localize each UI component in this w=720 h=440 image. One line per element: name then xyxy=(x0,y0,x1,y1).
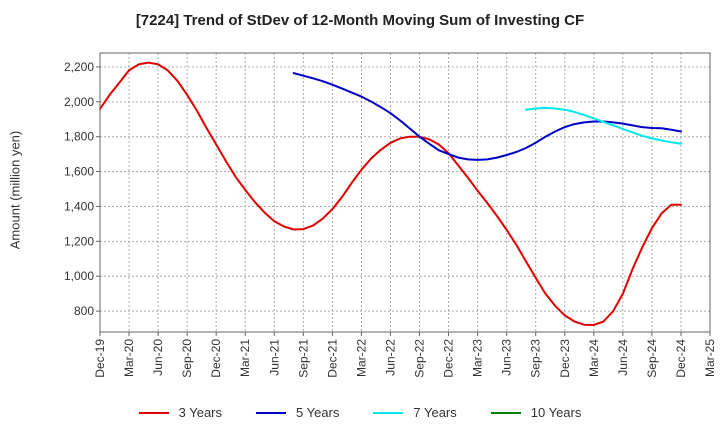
legend-swatch xyxy=(373,411,404,414)
x-tick-label: Mar-24 xyxy=(587,339,601,377)
x-tick-label: Sep-23 xyxy=(529,339,543,378)
x-tick-label: Sep-24 xyxy=(645,339,659,378)
plot-frame xyxy=(99,52,711,333)
series-line-5-years xyxy=(292,72,682,161)
x-tick-label: Mar-25 xyxy=(703,339,717,377)
legend-swatch xyxy=(490,411,521,414)
legend-label: 3 Years xyxy=(178,405,222,420)
legend-swatch xyxy=(256,411,286,414)
y-tick-label: 2,000 xyxy=(64,95,94,109)
legend-item: 3 Years xyxy=(138,405,222,420)
x-tick-label: Sep-21 xyxy=(296,339,310,378)
y-tick-label: 1,600 xyxy=(64,165,94,179)
x-tick-label: Mar-22 xyxy=(354,339,368,377)
x-tick-label: Sep-22 xyxy=(413,339,427,378)
y-tick-label: 1,200 xyxy=(64,234,94,248)
x-tick-label: Jun-20 xyxy=(151,339,165,376)
x-tick-label: Jun-24 xyxy=(616,339,630,376)
x-tick-label: Jun-21 xyxy=(267,339,281,376)
x-tick-label: Dec-19 xyxy=(93,339,107,378)
x-tick-label: Dec-20 xyxy=(209,339,223,378)
y-tick-label: 1,000 xyxy=(64,269,94,283)
series-line-7-years xyxy=(525,106,682,145)
x-tick-label: Jun-22 xyxy=(383,339,397,376)
legend-item: 7 Years xyxy=(373,405,457,420)
x-tick-label: Mar-20 xyxy=(122,339,136,377)
x-tick-label: Mar-23 xyxy=(471,339,485,377)
y-tick-label: 800 xyxy=(74,304,94,318)
x-tick-label: Dec-24 xyxy=(674,339,688,378)
legend-item: 10 Years xyxy=(490,405,582,420)
series-lines xyxy=(99,61,682,326)
x-tick-labels: Dec-19 Mar-20 Jun-20 Sep-20 Dec-20 Mar-21 Jun-… xyxy=(93,339,717,378)
x-tick-label: Mar-21 xyxy=(238,339,252,377)
legend-label: 5 Years xyxy=(296,405,340,420)
x-tick-label: Dec-23 xyxy=(558,339,572,378)
x-tick-label: Sep-20 xyxy=(180,339,194,378)
y-tick-label: 1,400 xyxy=(64,199,94,213)
chart-title: [7224] Trend of StDev of 12-Month Moving… xyxy=(135,12,585,29)
legend-label: 7 Years xyxy=(413,405,457,420)
y-tick-label: 1,800 xyxy=(64,130,94,144)
y-tick-label: 2,200 xyxy=(64,60,94,74)
legend-item: 5 Years xyxy=(256,405,339,420)
series-line-3-years xyxy=(99,61,682,326)
x-tick-label: Dec-22 xyxy=(442,339,456,378)
x-tick-label: Dec-21 xyxy=(325,339,339,378)
x-tick-label: Jun-23 xyxy=(500,339,514,376)
legend-label: 10 Years xyxy=(530,405,582,420)
legend: 3 Years 5 Years 7 Years 10 Years xyxy=(0,405,720,420)
legend-swatch xyxy=(138,411,169,414)
y-tick-labels: 800 1,000 1,200 1,400 1,600 1,800 2,000 2,200 xyxy=(64,60,94,318)
